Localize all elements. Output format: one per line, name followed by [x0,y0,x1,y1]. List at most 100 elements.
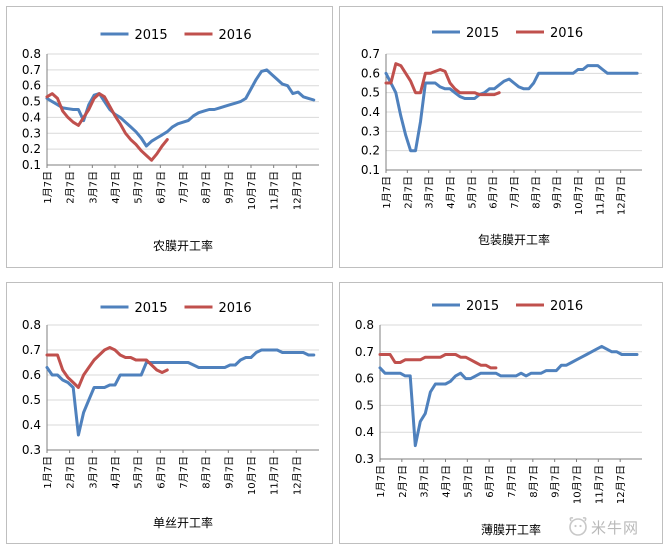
x-tick-label: 3月7日 [87,456,99,489]
x-tick-label: 7月7日 [509,176,521,209]
y-tick-label: 0.1 [361,163,380,177]
x-tick-label: 12月7日 [615,465,627,504]
x-tick-label: 9月7日 [223,171,235,204]
x-tick-label: 12月7日 [291,456,303,495]
x-tick-label: 8月7日 [530,176,542,209]
y-tick-label: 0.6 [355,372,374,386]
x-tick-label: 11月7日 [269,171,281,210]
x-tick-label: 9月7日 [223,456,235,489]
y-tick-label: 0.4 [22,418,41,432]
legend-label-2016: 2016 [550,26,583,41]
x-tick-label: 12月7日 [291,171,303,210]
y-tick-label: 0.5 [22,393,41,407]
legend-label-2016: 2016 [550,299,583,314]
series-line-2016 [384,62,501,97]
y-tick-label: 0.4 [361,105,380,119]
y-tick-label: 0.1 [22,158,41,172]
y-tick-label: 0.7 [22,343,41,357]
chart-panel-packaging-film: 0.1 0.2 0.3 0.4 0.5 0.6 0.7 1月7日 2月7日 3月7日 4月7日 5月7… [339,6,663,268]
x-tick-label: 7月7日 [506,465,518,498]
series-line-2016 [45,92,169,162]
chart-svg: 0.1 0.2 0.3 0.40.5 0.6 0.7 0.8 1月7日 2月7日 3月7日 4月7日… [22,28,319,253]
legend-label-2015: 2015 [466,26,499,41]
series-line-2015 [45,348,316,437]
chart-svg: 0.1 0.2 0.3 0.4 0.5 0.6 0.7 1月7日 2月7日 3月7日 4月7日 5月7… [361,26,642,247]
x-tick-label: 1月7日 [381,176,393,209]
x-tick-label: 5月7日 [133,456,145,489]
chart-panel-agricultural-film: 0.1 0.2 0.3 0.4 0.5 0.6 0.7 0.8 1月7日 2月7日 3月7日 4月7日… [6,6,333,268]
x-tick-label: 4月7日 [110,171,122,204]
y-tick-label: 0.8 [22,47,41,61]
chart-panel-thin-film: 0.3 0.4 0.5 0.6 0.7 0.8 1月7日 2月7日 3月7日 4月7日 5月7日 6月… [339,282,663,544]
legend-label-2016: 2016 [219,28,252,43]
series-line-2015 [378,344,639,448]
watermark-text: 米牛网 [591,519,640,537]
y-tick-label: 0.3 [355,452,374,466]
y-tick-label: 0.5 [361,86,380,100]
x-axis-title: 单丝开工率 [153,515,213,530]
x-axis-title: 农膜开工率 [153,238,213,253]
legend-label-2016: 2016 [219,301,252,316]
y-tick-label: 0.5 [22,95,41,109]
x-tick-label: 8月7日 [201,171,213,204]
x-tick-label: 8月7日 [528,465,540,498]
x-tick-label: 11月7日 [594,176,606,215]
x-tick-label: 4月7日 [441,465,453,498]
legend-label-2015: 2015 [135,28,168,43]
chart-svg: 0.3 0.4 0.5 0.6 0.7 0.8 1月7日 2月7日 3月7日 4月7日 5月7日 6月… [355,299,642,537]
legend-label-2015: 2015 [135,301,168,316]
y-tick-label: 0.6 [22,368,41,382]
x-tick-label: 6月7日 [155,456,167,489]
y-tick-label: 0.7 [22,63,41,77]
x-tick-label: 10月7日 [246,456,258,495]
y-tick-label: 0.4 [22,110,41,124]
x-tick-label: 3月7日 [419,465,431,498]
x-tick-label: 4月7日 [445,176,457,209]
x-tick-label: 5月7日 [466,176,478,209]
x-tick-label: 7月7日 [178,171,190,204]
y-tick-label: 0.7 [355,345,374,359]
x-tick-label: 3月7日 [424,176,436,209]
x-tick-label: 2月7日 [402,176,414,209]
series-line-2016 [45,346,169,389]
x-tick-label: 2月7日 [65,171,77,204]
x-axis-title: 包装膜开工率 [478,232,550,247]
series-line-2016 [378,353,498,370]
x-tick-label: 5月7日 [462,465,474,498]
y-tick-label: 0.6 [361,66,380,80]
x-tick-label: 1月7日 [375,465,387,498]
x-tick-label: 9月7日 [550,465,562,498]
bull-icon [569,517,587,536]
x-tick-label: 6月7日 [488,176,500,209]
y-tick-label: 0.5 [355,398,374,412]
x-tick-label: 6月7日 [484,465,496,498]
x-tick-label: 2月7日 [65,456,77,489]
x-tick-label: 11月7日 [269,456,281,495]
x-tick-label: 9月7日 [552,176,564,209]
y-tick-label: 0.3 [361,124,380,138]
y-tick-label: 0.2 [361,144,380,158]
y-tick-label: 0.7 [361,47,380,61]
chart-svg: 0.3 0.4 0.5 0.6 0.7 0.8 1月7日 2月7日 3月7日 4月7日 5月7日 6月… [22,301,319,530]
x-tick-label: 7月7日 [178,456,190,489]
series-line-2015 [45,68,316,148]
y-tick-label: 0.3 [22,443,41,457]
x-tick-label: 10月7日 [246,171,258,210]
y-tick-label: 0.8 [355,318,374,332]
x-tick-label: 8月7日 [201,456,213,489]
x-tick-label: 5月7日 [133,171,145,204]
x-tick-label: 12月7日 [616,176,628,215]
y-tick-label: 0.3 [22,126,41,140]
y-tick-label: 0.2 [22,142,41,156]
series-line-2015 [384,64,639,153]
x-tick-label: 2月7日 [397,465,409,498]
x-tick-label: 11月7日 [593,465,605,504]
x-tick-label: 10月7日 [572,465,584,504]
x-tick-label: 3月7日 [87,171,99,204]
x-axis-title: 薄膜开工率 [481,522,541,537]
x-tick-label: 1月7日 [42,456,54,489]
y-tick-label: 0.4 [355,425,374,439]
x-tick-label: 4月7日 [110,456,122,489]
x-tick-label: 10月7日 [573,176,585,215]
legend-label-2015: 2015 [466,299,499,314]
